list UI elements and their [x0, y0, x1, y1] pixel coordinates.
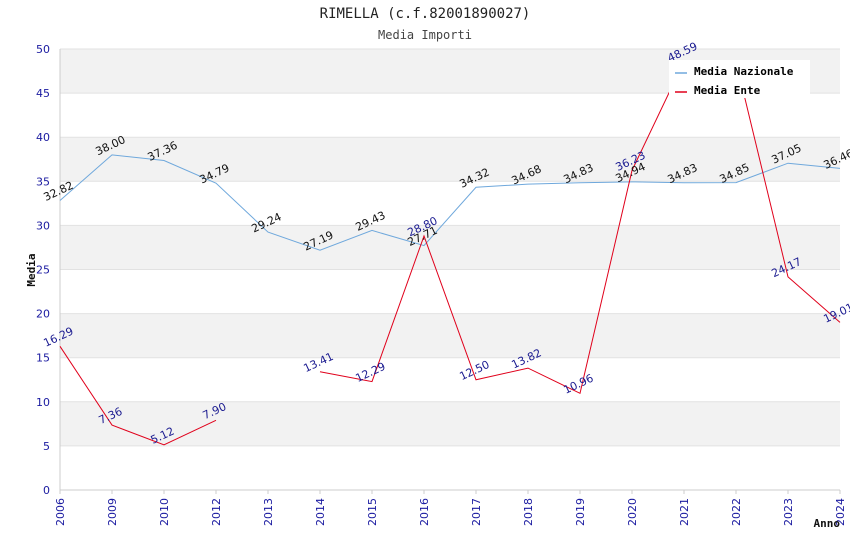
grid-band: [60, 225, 840, 270]
x-tick-label: 2006: [54, 498, 67, 526]
grid-band: [60, 313, 840, 358]
y-axis-label: Media: [25, 253, 38, 286]
legend-box: [669, 60, 810, 98]
chart-subtitle: Media Importi: [378, 28, 472, 42]
x-tick-label: 2017: [470, 498, 483, 526]
x-tick-label: 2023: [782, 498, 795, 526]
x-tick-label: 2009: [106, 498, 119, 526]
series-lines: [59, 60, 841, 446]
x-tick-label: 2013: [262, 498, 275, 526]
x-tick-label: 2015: [366, 498, 379, 526]
y-tick-label: 5: [43, 440, 50, 453]
x-tick-label: 2020: [626, 498, 639, 526]
x-axis-label: Anno: [814, 517, 841, 530]
x-tick-label: 2012: [210, 498, 223, 526]
x-tick-labels: 2006 2009 2010 2012 2013 2014 2015 2016 2017 2018…: [54, 490, 847, 526]
y-tick-label: 30: [36, 219, 50, 232]
x-tick-label: 2016: [418, 498, 431, 526]
x-tick-label: 2019: [574, 498, 587, 526]
y-tick-label: 50: [36, 43, 50, 56]
x-tick-label: 2024: [834, 498, 847, 526]
axes: [59, 49, 840, 491]
y-tick-label: 40: [36, 131, 50, 144]
x-tick-label: 2014: [314, 498, 327, 526]
legend-label-ente: Media Ente: [694, 84, 761, 97]
y-tick-labels: 0 5 10 15 20 25 30 35 40 45 50: [36, 43, 50, 497]
grid-bands: [60, 49, 840, 446]
y-tick-label: 0: [43, 484, 50, 497]
x-tick-label: 2022: [730, 498, 743, 526]
legend: Media Nazionale Media Ente: [669, 60, 810, 98]
x-tick-label: 2018: [522, 498, 535, 526]
chart-title: RIMELLA (c.f.82001890027): [320, 6, 531, 22]
x-tick-label: 2010: [158, 498, 171, 526]
grid-lines: [60, 48, 840, 491]
y-tick-label: 45: [36, 87, 50, 100]
y-tick-label: 10: [36, 396, 50, 409]
series-line-nazionale: [59, 154, 841, 251]
y-tick-label: 35: [36, 175, 50, 188]
series-line-ente: [319, 60, 841, 395]
y-tick-label: 20: [36, 308, 50, 321]
series-line-ente: [59, 346, 217, 446]
x-tick-label: 2021: [678, 498, 691, 526]
legend-label-nazionale: Media Nazionale: [694, 65, 794, 78]
grid-band: [60, 401, 840, 446]
y-tick-label: 25: [36, 264, 50, 277]
y-tick-label: 15: [36, 352, 50, 365]
data-label-ente: 12.50: [457, 358, 491, 383]
grid-band: [60, 137, 840, 182]
